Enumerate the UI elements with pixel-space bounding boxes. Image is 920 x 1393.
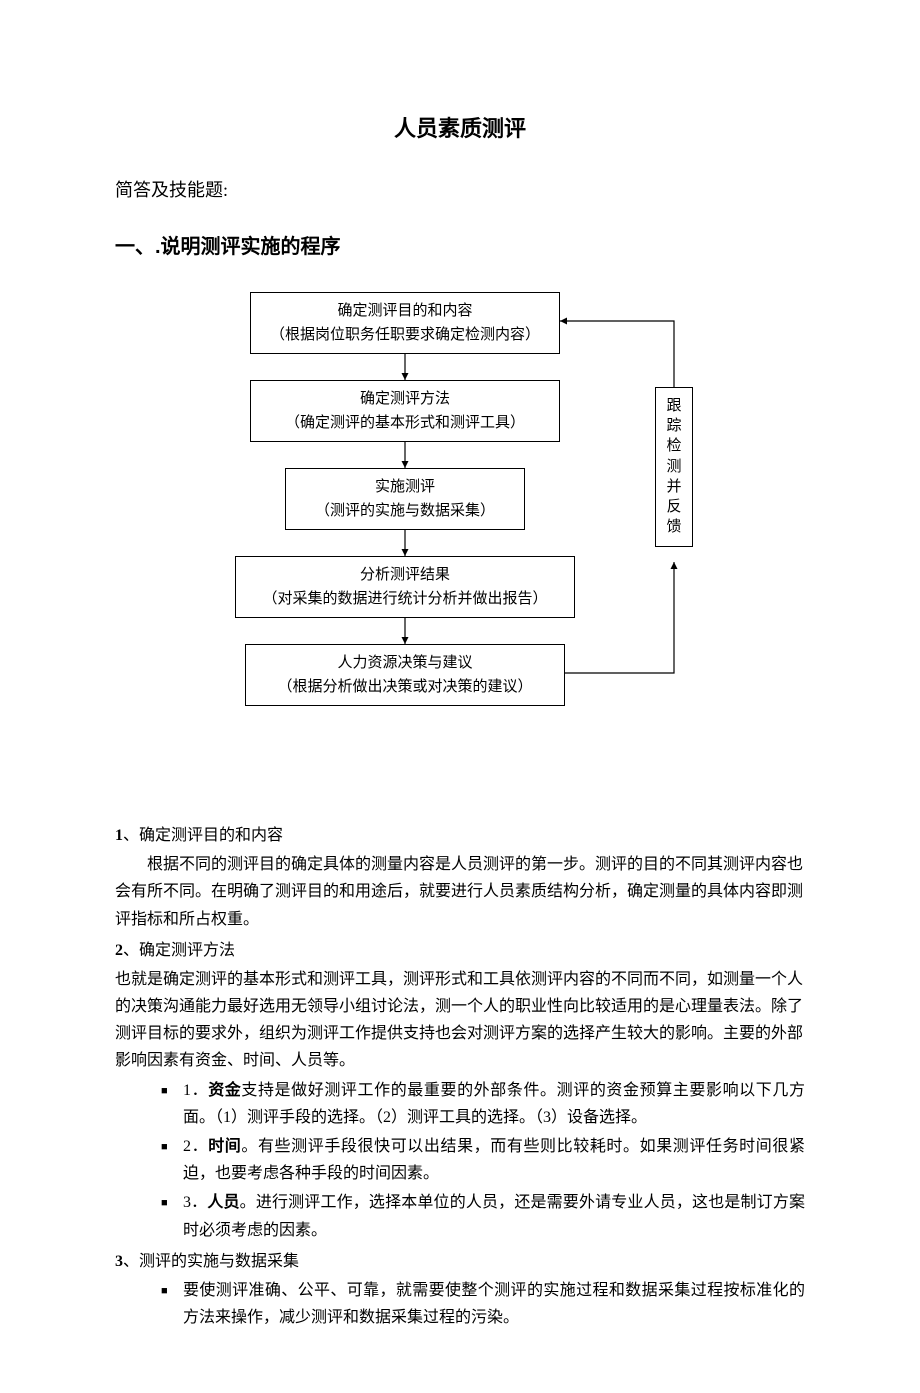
item1-num: 1 <box>115 827 123 844</box>
flow-node-2: 确定测评方法 （确定测评的基本形式和测评工具） <box>250 380 560 442</box>
flow-node-5-line1: 人力资源决策与建议 <box>262 651 548 675</box>
flow-node-4: 分析测评结果 （对采集的数据进行统计分析并做出报告） <box>235 556 575 618</box>
flow-side-node-char: 检 <box>666 436 682 456</box>
item1-heading-text: 、确定测评目的和内容 <box>123 827 283 844</box>
flowchart: 确定测评目的和内容 （根据岗位职务任职要求确定检测内容） 确定测评方法 （确定测… <box>175 292 805 762</box>
flow-node-3-line2: （测评的实施与数据采集） <box>302 499 508 523</box>
flow-node-1-line2: （根据岗位职务任职要求确定检测内容） <box>267 323 543 347</box>
item3-bullets: 要使测评准确、公平、可靠，就需要使整个测评的实施过程和数据采集过程按标准化的方法… <box>161 1277 805 1331</box>
flow-side-node: 跟踪检测并反馈 <box>655 387 693 547</box>
flow-side-node-char: 踪 <box>666 416 682 436</box>
flow-side-node-char: 测 <box>666 457 682 477</box>
section-one-heading: 一、.说明测评实施的程序 <box>115 230 805 264</box>
flow-node-4-line2: （对采集的数据进行统计分析并做出报告） <box>252 587 558 611</box>
body-content: 1、确定测评目的和内容 根据不同的测评目的确定具体的测量内容是人员测评的第一步。… <box>115 822 805 1331</box>
item2-bullet-1: 1．资金支持是做好测评工作的最重要的外部条件。测评的资金预算主要影响以下几方面。… <box>161 1077 805 1131</box>
item2-num: 2 <box>115 942 123 959</box>
flow-node-3: 实施测评 （测评的实施与数据采集） <box>285 468 525 530</box>
item3-heading-text: 、测评的实施与数据采集 <box>123 1253 299 1270</box>
flow-node-1: 确定测评目的和内容 （根据岗位职务任职要求确定检测内容） <box>250 292 560 354</box>
page-title: 人员素质测评 <box>115 110 805 147</box>
flow-node-2-line1: 确定测评方法 <box>267 387 543 411</box>
item2-bullets: 1．资金支持是做好测评工作的最重要的外部条件。测评的资金预算主要影响以下几方面。… <box>161 1077 805 1244</box>
item1-para: 根据不同的测评目的确定具体的测量内容是人员测评的第一步。测评的目的不同其测评内容… <box>115 851 805 933</box>
flow-node-4-line1: 分析测评结果 <box>252 563 558 587</box>
item2-para: 也就是确定测评的基本形式和测评工具，测评形式和工具依测评内容的不同而不同，如测量… <box>115 966 805 1075</box>
flow-side-node-char: 跟 <box>666 396 682 416</box>
flow-side-node-char: 反 <box>666 497 682 517</box>
flow-node-1-line1: 确定测评目的和内容 <box>267 299 543 323</box>
item3-num: 3 <box>115 1253 123 1270</box>
item1-heading: 1、确定测评目的和内容 <box>115 822 805 849</box>
item2-bullet-3: 3．人员。进行测评工作，选择本单位的人员，还是需要外请专业人员，这也是制订方案时… <box>161 1189 805 1243</box>
item3-bullet-1: 要使测评准确、公平、可靠，就需要使整个测评的实施过程和数据采集过程按标准化的方法… <box>161 1277 805 1331</box>
item2-heading-text: 、确定测评方法 <box>123 942 235 959</box>
flow-node-3-line1: 实施测评 <box>302 475 508 499</box>
item3-heading: 3、测评的实施与数据采集 <box>115 1248 805 1275</box>
item2-bullet-2: 2．时间。有些测评手段很快可以出结果，而有些则比较耗时。如果测评任务时间很紧迫，… <box>161 1133 805 1187</box>
flow-node-5: 人力资源决策与建议 （根据分析做出决策或对决策的建议） <box>245 644 565 706</box>
flow-side-node-char: 馈 <box>666 517 682 537</box>
flow-node-5-line2: （根据分析做出决策或对决策的建议） <box>262 675 548 699</box>
flow-side-node-char: 并 <box>666 477 682 497</box>
flow-node-2-line2: （确定测评的基本形式和测评工具） <box>267 411 543 435</box>
item2-heading: 2、确定测评方法 <box>115 937 805 964</box>
subtitle: 简答及技能题: <box>115 175 805 206</box>
